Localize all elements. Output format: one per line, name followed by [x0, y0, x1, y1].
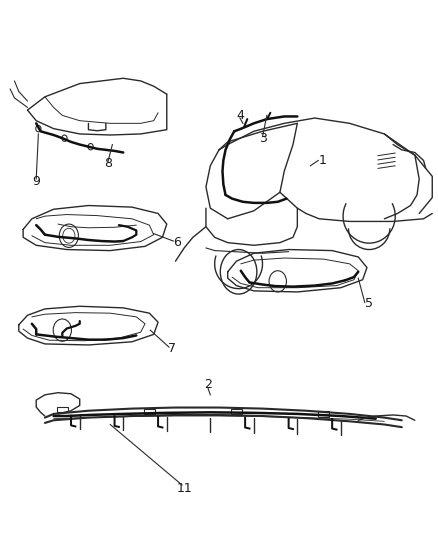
FancyBboxPatch shape	[57, 407, 67, 413]
FancyBboxPatch shape	[144, 409, 155, 415]
Text: 4: 4	[236, 109, 244, 122]
FancyBboxPatch shape	[231, 409, 242, 414]
FancyBboxPatch shape	[318, 411, 328, 417]
Text: 3: 3	[258, 132, 266, 144]
Text: 8: 8	[104, 157, 112, 170]
Text: 7: 7	[169, 342, 177, 355]
Text: 11: 11	[177, 482, 192, 495]
Text: 6: 6	[173, 236, 181, 249]
Text: 9: 9	[32, 175, 40, 188]
Text: 1: 1	[319, 154, 326, 167]
Text: 2: 2	[204, 378, 212, 391]
Text: 5: 5	[365, 297, 373, 310]
